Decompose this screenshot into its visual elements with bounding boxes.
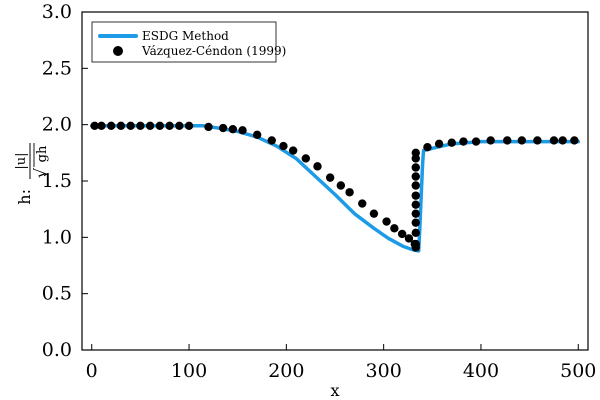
legend-label-vazquez: Vázquez-Céndon (1999) bbox=[141, 44, 286, 58]
vazquez-cendon-point bbox=[97, 121, 106, 130]
plot-frame bbox=[81, 11, 589, 351]
legend-box bbox=[91, 21, 277, 63]
vazquez-cendon-point bbox=[345, 188, 354, 197]
x-tick-label: 100 bbox=[171, 360, 207, 382]
y-axis-label-sqrt-icon: √ bbox=[31, 167, 50, 178]
vazquez-cendon-point bbox=[252, 130, 262, 140]
vazquez-cendon-point bbox=[228, 124, 238, 134]
vazquez-cendon-point bbox=[486, 136, 495, 145]
y-tick-label: 1.5 bbox=[42, 170, 72, 192]
vazquez-cendon-point bbox=[90, 121, 99, 130]
y-tick-label: 3.0 bbox=[42, 1, 72, 23]
vazquez-cendon-point bbox=[503, 136, 512, 145]
vazquez-cendon-point bbox=[369, 209, 379, 218]
vazquez-cendon-point bbox=[358, 199, 367, 208]
vazquez-cendon-point bbox=[218, 123, 228, 133]
vazquez-cendon-point bbox=[184, 121, 194, 130]
vazquez-cendon-point bbox=[279, 141, 288, 151]
x-tick-label: 400 bbox=[463, 360, 499, 382]
x-tick-label: 500 bbox=[560, 360, 596, 382]
vazquez-cendon-point bbox=[471, 137, 481, 146]
vazquez-cendon-point bbox=[411, 209, 420, 218]
y-tick-label: 1.0 bbox=[42, 226, 72, 248]
vazquez-cendon-point bbox=[106, 121, 116, 130]
vazquez-cendon-point bbox=[397, 229, 407, 239]
vazquez-cendon-point bbox=[336, 181, 346, 190]
vazquez-cendon-point bbox=[301, 154, 311, 163]
vazquez-cendon-point bbox=[136, 121, 145, 130]
vazquez-cendon-point bbox=[313, 162, 322, 171]
legend-label-esdg: ESDG Method bbox=[142, 29, 229, 43]
legend: ESDG Method Vázquez-Céndon (1999) bbox=[91, 21, 286, 63]
vazquez-cendon-point bbox=[175, 121, 184, 130]
y-axis-label: h: |u| √ gh bbox=[14, 143, 50, 205]
vazquez-cendon-point bbox=[165, 121, 174, 130]
vazquez-cendon-point bbox=[145, 121, 155, 130]
vazquez-cendon-point bbox=[411, 239, 420, 249]
y-ticks-group: 0.0 0.5 1.0 1.5 2.0 2.5 3.0 bbox=[42, 1, 88, 361]
vazquez-cendon-point bbox=[116, 121, 126, 130]
vazquez-cendon-point bbox=[411, 228, 420, 238]
vazquez-cendon-point bbox=[404, 234, 414, 243]
x-ticks-group: 0 100 200 300 400 500 bbox=[86, 344, 596, 382]
vazquez-cendon-point bbox=[459, 137, 468, 146]
vazquez-cendon-point bbox=[423, 143, 432, 152]
x-axis-label: x bbox=[330, 381, 339, 400]
vazquez-cendon-point bbox=[533, 136, 542, 145]
vazquez-cendon-point bbox=[411, 191, 420, 200]
vazquez-cendon-point bbox=[411, 200, 420, 209]
x-tick-label: 200 bbox=[268, 360, 304, 382]
vazquez-cendon-point bbox=[288, 146, 298, 155]
x-tick-label: 0 bbox=[86, 360, 98, 382]
vazquez-cendon-point bbox=[204, 122, 213, 132]
y-axis-label-prefix: h: bbox=[15, 189, 34, 205]
y-tick-label: 0.5 bbox=[42, 283, 72, 305]
vazquez-cendon-point bbox=[411, 172, 420, 181]
vazquez-cendon-point bbox=[155, 121, 165, 130]
vazquez-cendon-point bbox=[447, 138, 456, 147]
vazquez-cendon-point bbox=[126, 121, 135, 130]
vazquez-cendon-point bbox=[558, 136, 567, 145]
vazquez-cendon-point bbox=[411, 181, 420, 190]
y-tick-label: 2.5 bbox=[42, 57, 72, 79]
vazquez-cendon-point bbox=[434, 139, 444, 149]
y-axis-label-denominator: gh bbox=[35, 145, 50, 162]
y-tick-label: 2.0 bbox=[42, 114, 72, 136]
vazquez-cendon-point bbox=[549, 136, 559, 145]
vazquez-cendon-point bbox=[570, 136, 579, 145]
y-axis-label-numerator: |u| bbox=[14, 152, 29, 169]
vazquez-cendon-point bbox=[390, 224, 399, 233]
vazquez-cendon-point bbox=[382, 217, 391, 226]
vazquez-cendon-point bbox=[267, 136, 276, 145]
vazquez-cendon-point bbox=[411, 218, 420, 227]
vazquez-cendon-point bbox=[517, 136, 527, 145]
y-tick-label: 0.0 bbox=[42, 339, 72, 361]
vazquez-cendon-point bbox=[411, 148, 420, 158]
vazquez-cendon-point bbox=[411, 163, 420, 172]
vazquez-cendon-point bbox=[325, 173, 335, 182]
series-points-group bbox=[90, 121, 579, 252]
legend-marker-vazquez bbox=[113, 46, 123, 56]
vazquez-cendon-point bbox=[238, 126, 247, 135]
x-tick-label: 300 bbox=[366, 360, 402, 382]
